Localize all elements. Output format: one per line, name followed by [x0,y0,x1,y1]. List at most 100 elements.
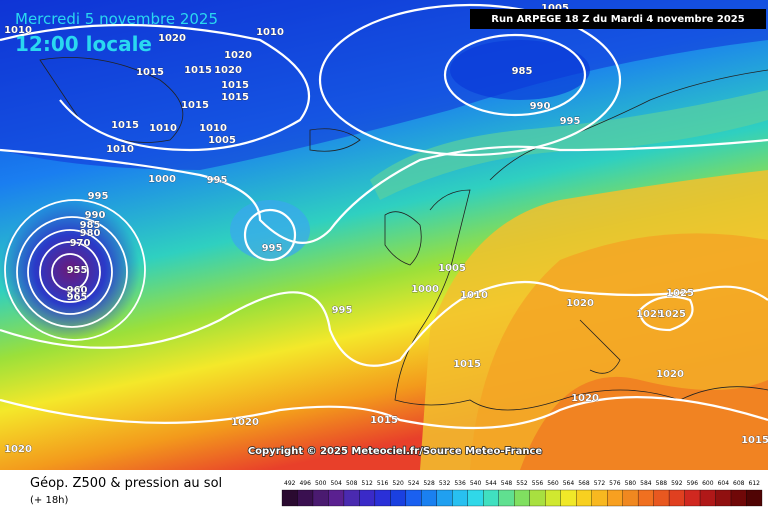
isobar-label: 970 [70,238,91,249]
scale-swatch [374,489,391,507]
run-box [470,9,766,29]
scale-swatch [390,489,407,507]
isobar-label: 1020 [656,369,684,380]
scale-swatch [591,489,608,507]
isobar-label: 1015 [221,80,249,91]
scale-swatch [637,489,654,507]
copyright: Copyright © 2025 Meteociel.fr/Source Met… [248,446,543,457]
low-isobars [4,199,146,341]
scale-swatch [684,489,701,507]
scale-swatch [622,489,639,507]
scale-label: 508 [346,480,358,487]
scale-label: 528 [423,480,435,487]
scale-label: 516 [377,480,389,487]
isobar-label: 1010 [199,123,227,134]
scale-swatch [343,489,360,507]
scale-label: 560 [547,480,559,487]
isobar-label: 995 [560,116,581,127]
isobar-label: 980 [80,228,101,239]
isobar-label: 985 [80,220,101,231]
isobar-label: 995 [332,305,353,316]
scale-label: 548 [501,480,513,487]
isobar-label: 1015 [741,435,768,446]
isobar-label: 1010 [460,290,488,301]
isobar-label: 990 [530,101,551,112]
scale-swatch [529,489,546,507]
scale-swatch [452,489,468,507]
scale-label: 592 [671,480,683,487]
scale-swatch [359,489,376,507]
scale-swatch [653,489,670,507]
scale-label: 504 [330,480,342,487]
scale-swatch [312,489,329,507]
isobar-label: 1020 [566,298,594,309]
scale-label: 588 [656,480,668,487]
scale-label: 568 [578,480,590,487]
isobar-label: 1025 [658,309,686,320]
scale-label: 604 [718,480,730,487]
scale-label: 552 [516,480,528,487]
map-background [0,0,768,470]
forecast-date: Mercredi 5 novembre 2025 [15,10,218,28]
scale-swatch [560,489,577,507]
isobar-label: 955 [67,265,88,276]
isobar-label: 1020 [4,444,32,455]
coastlines [39,57,768,411]
isobar-label: 995 [262,243,283,254]
scale-swatch [498,489,515,507]
scale-label: 608 [733,480,745,487]
scale-swatch [405,489,422,507]
isobar-label: 960 [67,285,88,296]
scale-swatch [421,489,437,507]
isobar-label: 1015 [136,67,164,78]
isobar-label: 1015 [181,100,209,111]
scale-swatch [699,489,716,507]
scale-label: 576 [609,480,621,487]
scale-label: 580 [625,480,637,487]
isobar-label: 1010 [149,123,177,134]
scale-swatch [514,489,530,507]
scale-label: 556 [532,480,544,487]
isobar-label: 1005 [438,263,466,274]
scale-swatch [715,489,732,507]
isobar-label: 995 [88,191,109,202]
isobar-label: 1020 [224,50,252,61]
isobar-label: 1005 [541,3,569,14]
isobar-label: 1010 [4,25,32,36]
scale-label: 512 [361,480,373,487]
isobar-label: 1015 [111,120,139,131]
scale-swatch [483,489,499,507]
scale-swatch [545,489,561,507]
scale-label: 600 [702,480,714,487]
run-label: Run ARPEGE 18 Z du Mardi 4 novembre 2025 [491,14,745,25]
scale-swatch [467,489,484,507]
isobar-label: 1005 [208,135,236,146]
isobar-label: 995 [207,175,228,186]
scale-swatch [730,489,747,507]
scale-label: 564 [563,480,575,487]
legend-title: Géop. Z500 & pression au sol [30,476,222,491]
isobar-label: 1020 [231,417,259,428]
isobar-label: 1020 [158,33,186,44]
isobar-label: 1020 [571,393,599,404]
scale-label: 584 [640,480,652,487]
isobar-label: 1025 [636,309,664,320]
isobar-label: 1015 [184,65,212,76]
legend-lead: (+ 18h) [30,495,69,506]
scale-label: 612 [749,480,761,487]
isobar-label: 985 [512,66,533,77]
scale-label: 572 [594,480,606,487]
scale-label: 524 [408,480,420,487]
scale-swatch [607,489,623,507]
scale-label: 540 [470,480,482,487]
scale-label: 496 [299,480,311,487]
isobars [0,3,768,430]
isobar-label: 990 [85,210,106,221]
scale-swatch [436,489,453,507]
scale-label: 500 [315,480,327,487]
scale-label: 492 [284,480,296,487]
isobar-label: 965 [67,292,88,303]
scale-label: 520 [392,480,404,487]
isobar-label: 1020 [214,65,242,76]
